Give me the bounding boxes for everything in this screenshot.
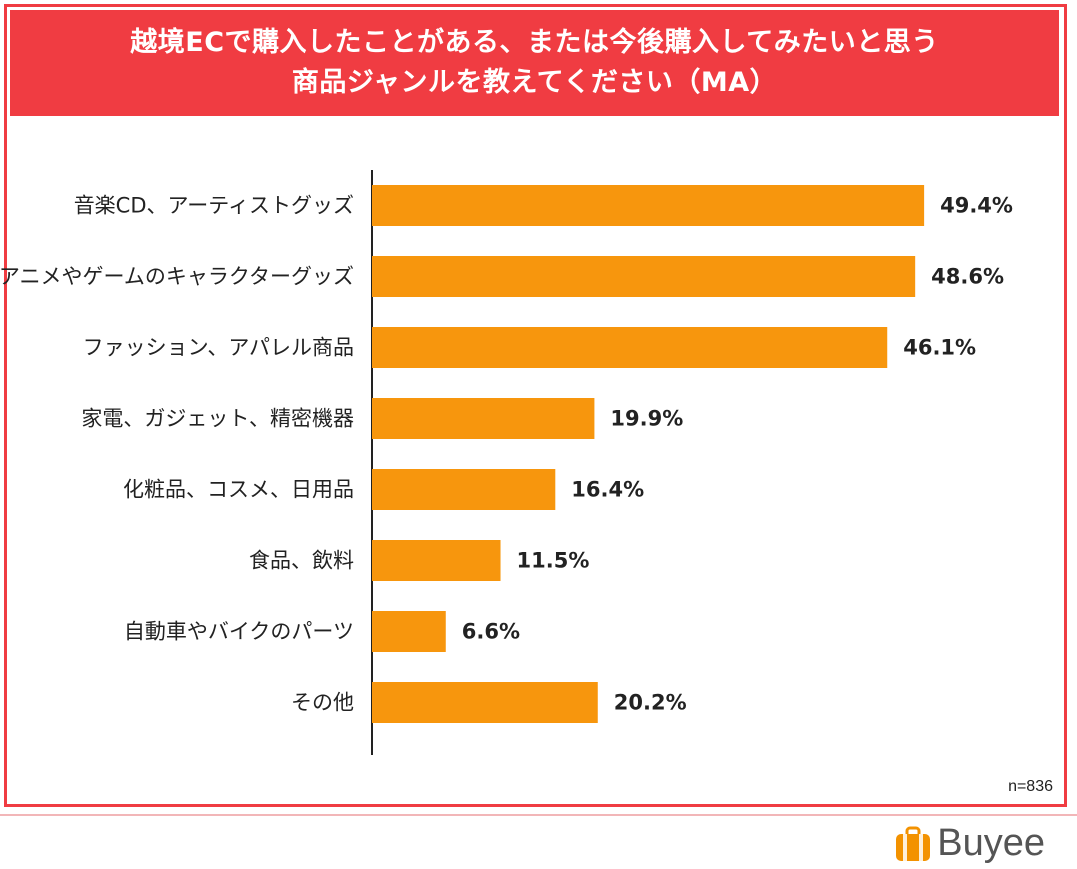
bar-7 <box>372 611 446 652</box>
category-label-4: 家電、ガジェット、精密機器 <box>81 407 354 431</box>
bar-6 <box>372 540 501 581</box>
value-label-7: 6.6% <box>462 620 520 644</box>
sample-size-note: n=836 <box>1008 778 1053 795</box>
chart-title: 越境ECで購入したことがある、または今後購入してみたいと思う 商品ジャンルを教え… <box>130 27 939 98</box>
bar-2 <box>372 256 916 297</box>
value-label-6: 11.5% <box>517 549 590 573</box>
footer-divider <box>0 814 1077 816</box>
category-label-6: 食品、飲料 <box>249 549 354 573</box>
category-label-5: 化粧品、コスメ、日用品 <box>123 478 354 502</box>
buyee-logo: Buyee <box>893 822 1045 865</box>
category-label-1: 音楽CD、アーティストグッズ <box>74 194 354 218</box>
bar-3 <box>372 327 888 368</box>
category-label-8: その他 <box>291 691 354 715</box>
buyee-logo-text: Buyee <box>937 822 1045 864</box>
bar-8 <box>372 682 598 723</box>
value-label-3: 46.1% <box>903 336 976 360</box>
value-label-8: 20.2% <box>614 691 687 715</box>
category-label-3: ファッション、アパレル商品 <box>83 336 354 360</box>
bar-4 <box>372 398 595 439</box>
category-label-7: 自動車やバイクのパーツ <box>124 620 354 644</box>
value-label-5: 16.4% <box>571 478 644 502</box>
title-banner: 越境ECで購入したことがある、または今後購入してみたいと思う 商品ジャンルを教え… <box>10 10 1059 116</box>
buyee-logo-icon <box>896 826 931 861</box>
bar-1 <box>372 185 925 226</box>
value-label-1: 49.4% <box>940 194 1013 218</box>
bar-5 <box>372 469 556 510</box>
bars-group: 音楽CD、アーティストグッズ 49.4% アニメやゲームのキャラクターグッズ 48.6… <box>0 185 1013 723</box>
category-label-2: アニメやゲームのキャラクターグッズ <box>0 265 354 289</box>
value-label-2: 48.6% <box>931 265 1004 289</box>
value-label-4: 19.9% <box>610 407 683 431</box>
